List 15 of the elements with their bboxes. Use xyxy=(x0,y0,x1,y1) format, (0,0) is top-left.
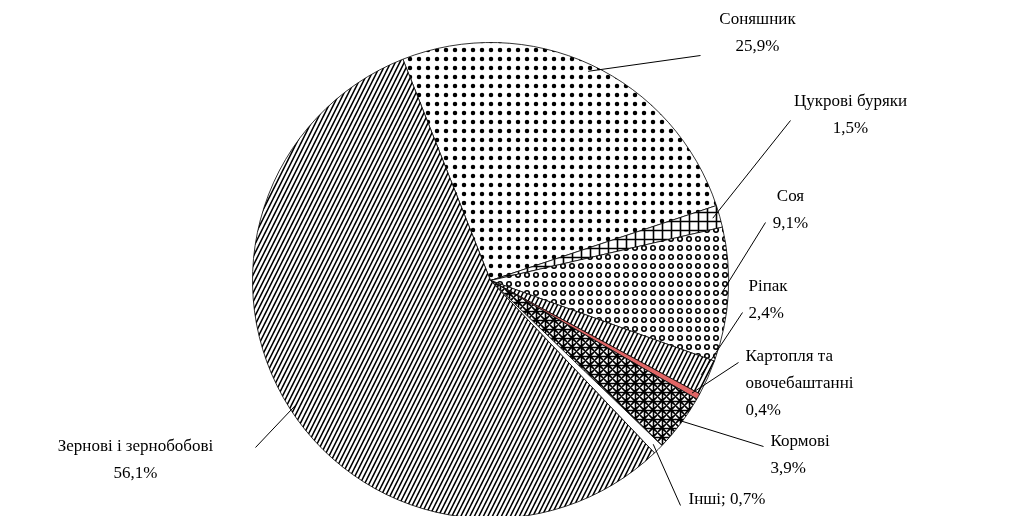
data-label: 2,4% xyxy=(748,303,784,322)
slice-label: Зернові і зернобобові xyxy=(57,436,214,455)
slice-label: Кормові xyxy=(770,431,831,450)
data-label: 56,1% xyxy=(113,463,158,482)
slice-label: Соняшник xyxy=(719,9,797,28)
slice-label: Інші; 0,7% xyxy=(688,489,766,508)
data-label: 25,9% xyxy=(735,36,780,55)
data-label: 3,9% xyxy=(770,458,806,477)
data-label: 1,5% xyxy=(832,118,869,137)
slice-label: Ріпак xyxy=(748,276,789,295)
slice-label: Картопля та овочебаштанні xyxy=(745,346,854,392)
slice-label: Соя xyxy=(776,186,805,205)
slice-label: Цукрові буряки xyxy=(793,91,908,110)
data-label: 9,1% xyxy=(772,213,809,232)
data-label: 0,4% xyxy=(745,400,781,419)
